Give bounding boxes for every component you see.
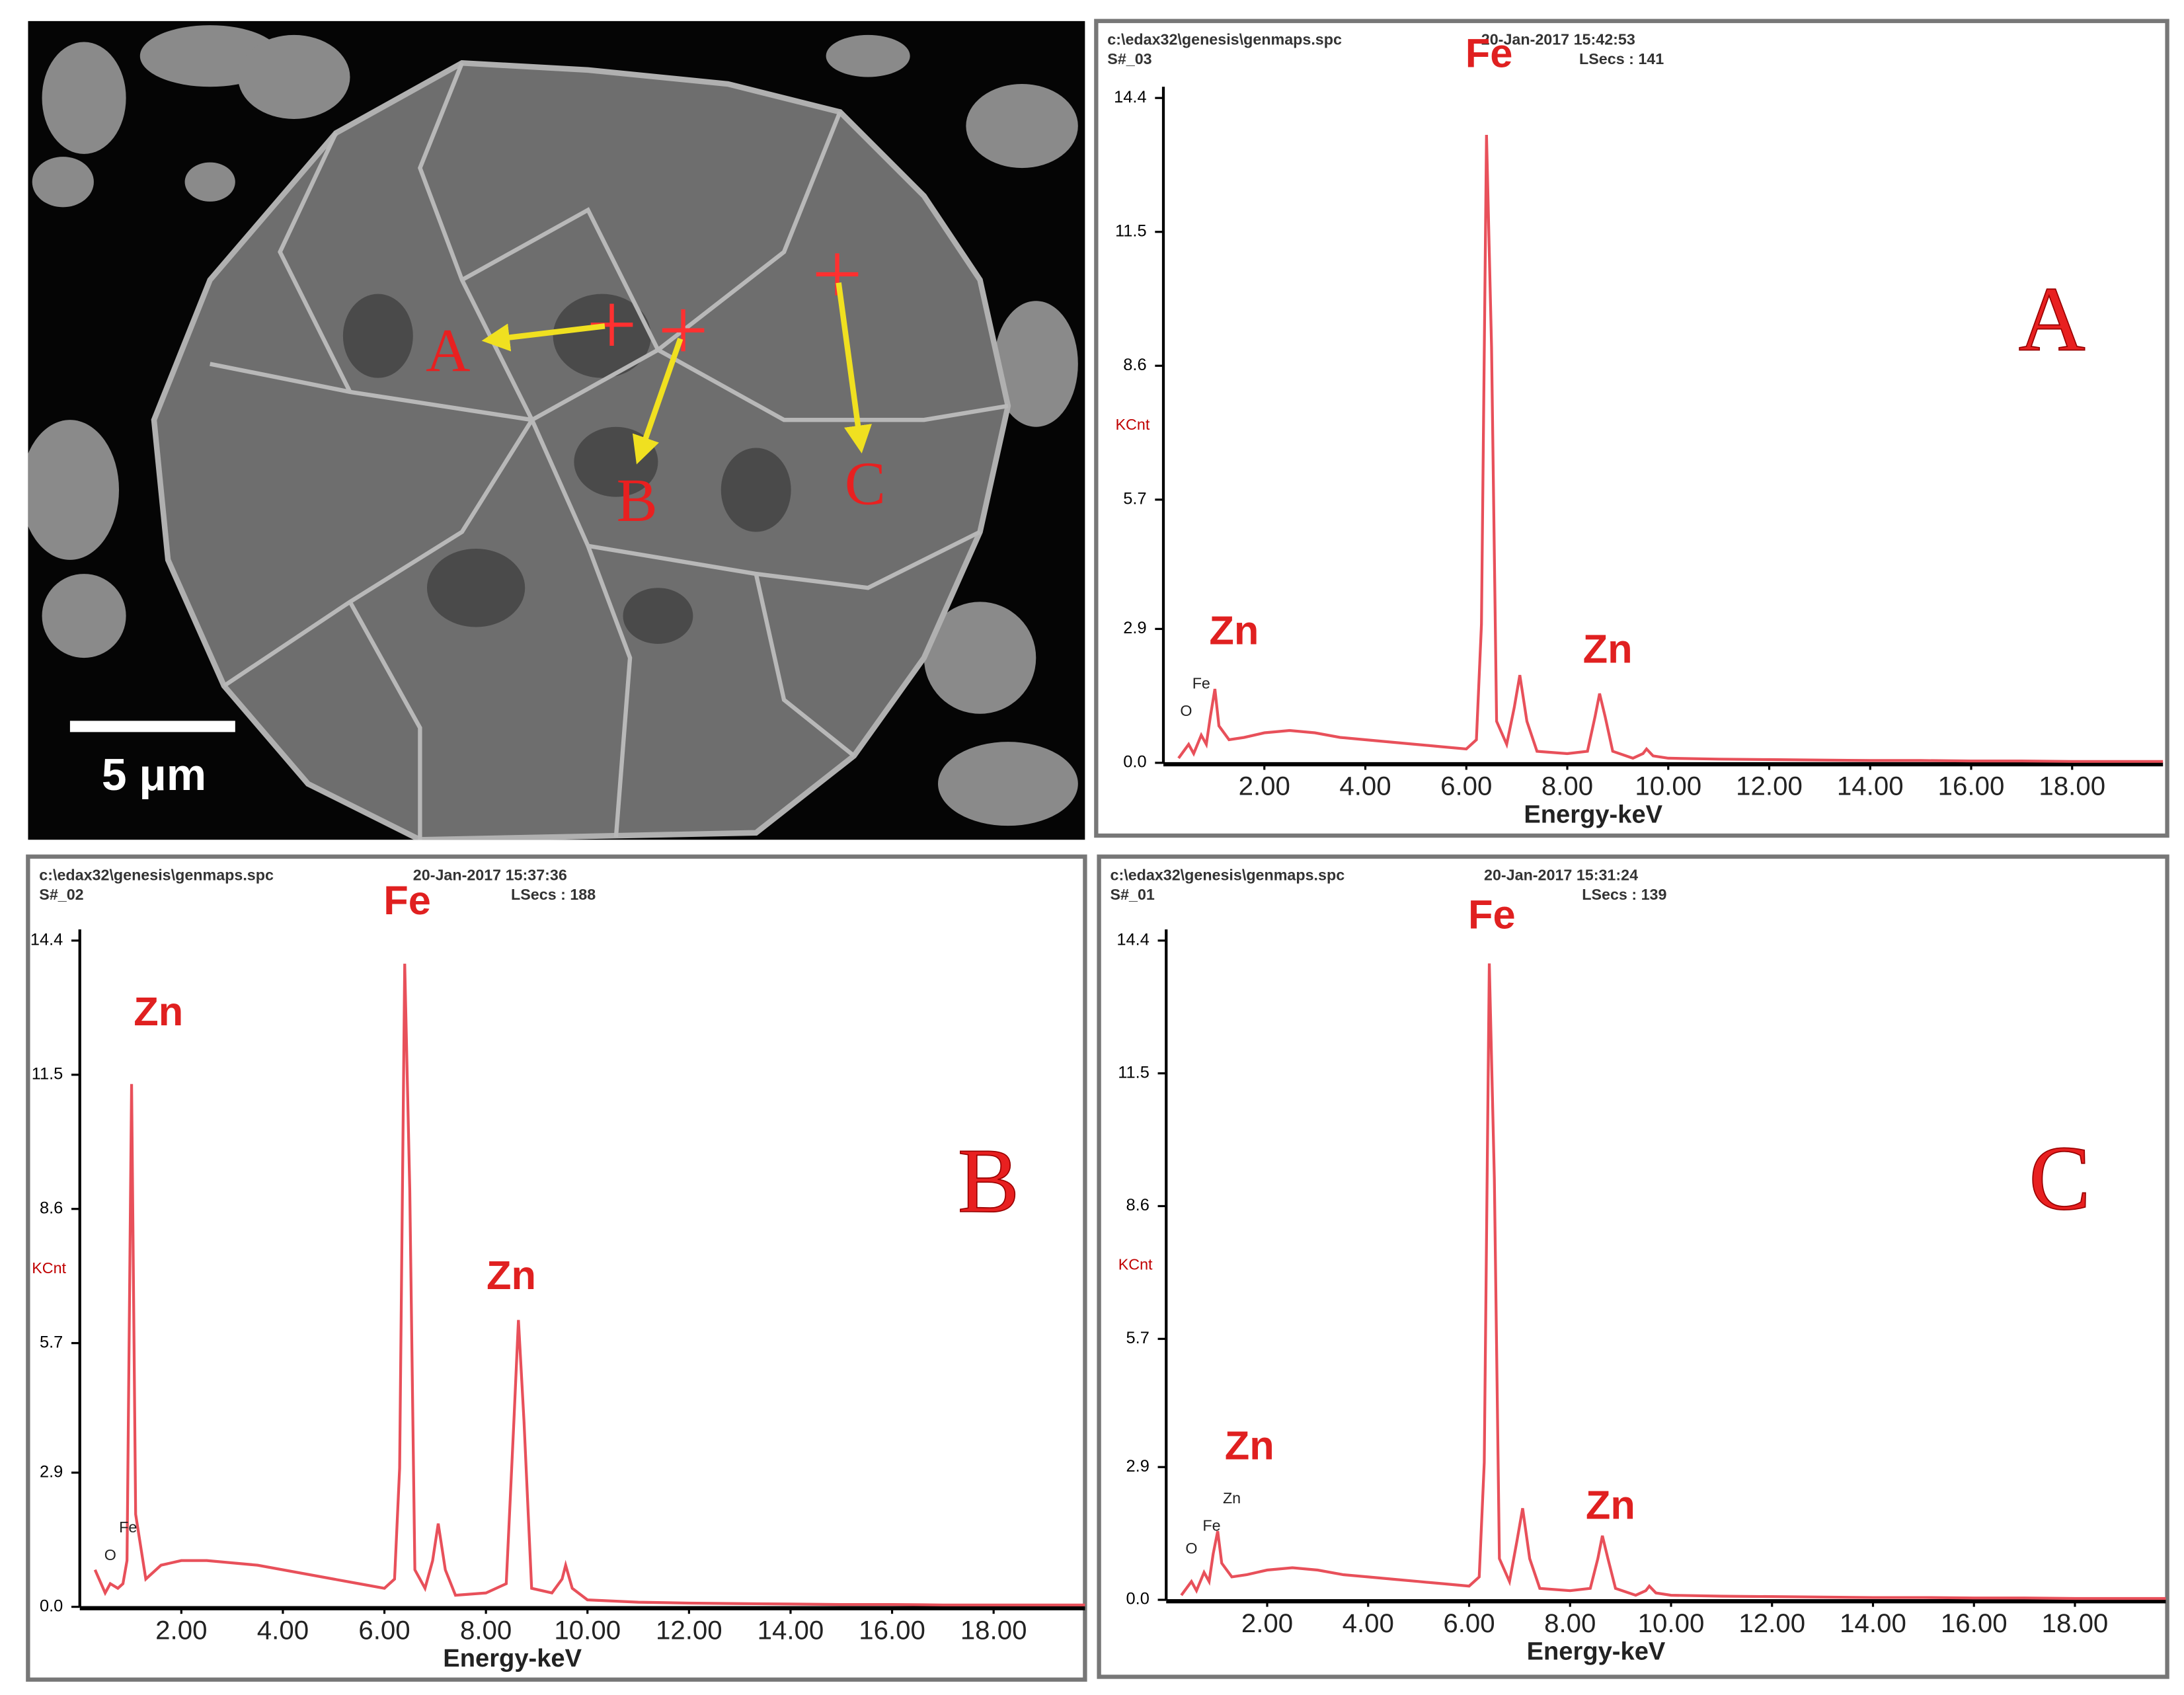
micrograph: A B C 5 μm <box>28 20 1085 840</box>
peak-label: Zn <box>1586 1483 1635 1528</box>
x-tick-label: 4.00 <box>1339 771 1391 801</box>
x-tick-label: 8.00 <box>1544 1608 1596 1638</box>
y-tick-label: 11.5 <box>32 1064 63 1083</box>
x-tick-label: 16.00 <box>1941 1608 2008 1638</box>
panel-label: A <box>2019 268 2086 371</box>
timestamp: 20-Jan-2017 15:42:53 <box>1481 31 1635 48</box>
y-axis-label: KCnt <box>32 1259 66 1277</box>
x-axis-label: Energy-keV <box>443 1645 582 1673</box>
timestamp: 20-Jan-2017 15:37:36 <box>413 867 567 884</box>
live-seconds: LSecs : 139 <box>1582 886 1666 903</box>
x-axis-label: Energy-keV <box>1527 1638 1666 1666</box>
y-tick-label: 8.6 <box>40 1199 63 1217</box>
x-tick-label: 10.00 <box>1635 771 1701 801</box>
x-tick-label: 12.00 <box>1736 771 1803 801</box>
peak-label: Fe <box>1468 892 1516 937</box>
y-tick-label: 2.9 <box>1123 619 1146 637</box>
point-label: B <box>617 467 658 535</box>
x-tick-label: 16.00 <box>859 1615 925 1645</box>
point-label: C <box>845 450 886 518</box>
x-tick-label: 6.00 <box>1443 1608 1495 1638</box>
peak-label: Zn <box>1209 608 1259 654</box>
y-tick-label: 5.7 <box>40 1333 63 1351</box>
x-tick-label: 4.00 <box>1343 1608 1394 1638</box>
y-axis-label: KCnt <box>1118 1256 1153 1273</box>
y-tick-label: 14.4 <box>1116 931 1149 949</box>
sample-id: S#_03 <box>1107 50 1151 67</box>
x-tick-label: 2.00 <box>155 1615 207 1645</box>
x-tick-label: 16.00 <box>1938 771 2005 801</box>
scale-bar-label: 5 μm <box>102 750 206 800</box>
sample-id: S#_01 <box>1111 886 1155 903</box>
spectrum-line <box>1180 963 2166 1600</box>
timestamp: 20-Jan-2017 15:31:24 <box>1484 867 1638 884</box>
spectrum-line <box>1177 135 2164 763</box>
x-tick-label: 12.00 <box>656 1615 722 1645</box>
x-tick-label: 18.00 <box>2039 771 2105 801</box>
panel-frame <box>26 854 1087 1682</box>
y-axis-label: KCnt <box>1116 416 1150 433</box>
file-path: c:\edax32\genesis\genmaps.spc <box>1107 31 1342 48</box>
minor-peak-label: Fe <box>119 1518 137 1536</box>
y-tick-label: 14.4 <box>1114 88 1146 106</box>
live-seconds: LSecs : 188 <box>511 886 596 903</box>
panel-label: C <box>2029 1127 2090 1230</box>
spectrum-line <box>93 963 1085 1606</box>
file-path: c:\edax32\genesis\genmaps.spc <box>1111 867 1345 884</box>
y-tick-label: 2.9 <box>1126 1457 1150 1476</box>
y-tick-label: 5.7 <box>1123 490 1146 508</box>
x-tick-label: 8.00 <box>1541 771 1593 801</box>
x-tick-label: 2.00 <box>1239 771 1290 801</box>
y-tick-label: 14.4 <box>30 931 63 949</box>
file-path: c:\edax32\genesis\genmaps.spc <box>39 867 274 884</box>
minor-peak-label: O <box>1180 702 1192 719</box>
y-tick-label: 8.6 <box>1123 356 1146 374</box>
x-tick-label: 2.00 <box>1241 1608 1293 1638</box>
peak-label: Fe <box>1465 31 1513 77</box>
peak-label: Zn <box>1583 627 1633 672</box>
point-label: A <box>426 317 470 385</box>
panel-label: B <box>958 1130 1019 1232</box>
y-tick-label: 8.6 <box>1126 1196 1150 1214</box>
panel-frame <box>1097 854 2169 1679</box>
panel-frame <box>1094 19 2169 838</box>
minor-peak-label: Fe <box>1202 1517 1220 1534</box>
live-seconds: LSecs : 141 <box>1579 50 1664 67</box>
x-tick-label: 14.00 <box>758 1615 824 1645</box>
minor-peak-label: O <box>1185 1540 1197 1557</box>
y-tick-label: 5.7 <box>1126 1329 1150 1347</box>
x-tick-label: 4.00 <box>257 1615 309 1645</box>
minor-peak-label: Fe <box>1192 674 1210 691</box>
x-tick-label: 8.00 <box>460 1615 512 1645</box>
minor-peak-label: O <box>104 1546 116 1563</box>
x-tick-label: 6.00 <box>358 1615 410 1645</box>
peak-label: Fe <box>383 878 431 924</box>
peak-label: Zn <box>1225 1423 1274 1469</box>
x-tick-label: 10.00 <box>554 1615 621 1645</box>
x-tick-label: 14.00 <box>1840 1608 1906 1638</box>
y-tick-label: 0.0 <box>1126 1590 1150 1608</box>
peak-label: Zn <box>134 989 183 1035</box>
x-axis-label: Energy-keV <box>1524 801 1662 828</box>
y-tick-label: 11.5 <box>1115 221 1147 240</box>
x-tick-label: 14.00 <box>1837 771 1904 801</box>
y-tick-label: 2.9 <box>40 1462 63 1481</box>
y-tick-label: 11.5 <box>1118 1063 1150 1082</box>
x-tick-label: 10.00 <box>1638 1608 1705 1638</box>
y-tick-label: 0.0 <box>1123 753 1146 771</box>
minor-peak-label: Zn <box>1223 1489 1241 1507</box>
y-tick-label: 0.0 <box>40 1596 63 1615</box>
sample-id: S#_02 <box>39 886 83 903</box>
x-tick-label: 18.00 <box>960 1615 1027 1645</box>
peak-label: Zn <box>487 1253 536 1298</box>
x-tick-label: 6.00 <box>1440 771 1492 801</box>
x-tick-label: 18.00 <box>2042 1608 2109 1638</box>
x-tick-label: 12.00 <box>1738 1608 1805 1638</box>
